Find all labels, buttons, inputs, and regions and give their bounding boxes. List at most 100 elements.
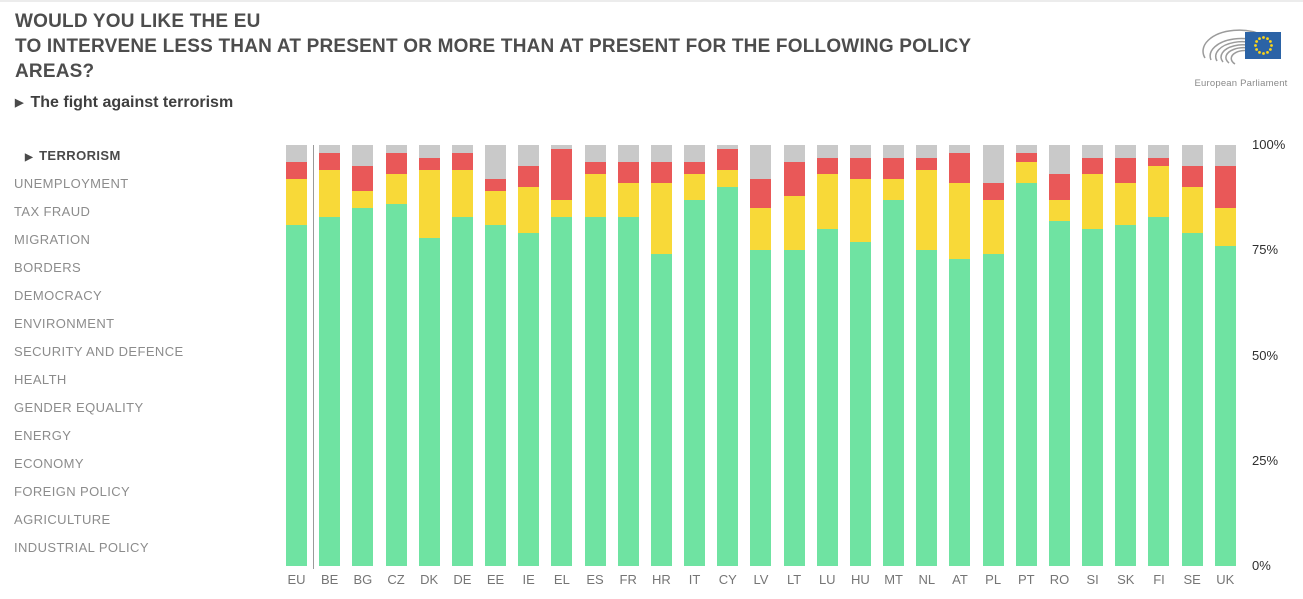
bar-segment-grey[interactable] bbox=[883, 145, 905, 158]
bar-segment-grey[interactable] bbox=[551, 145, 573, 150]
sidebar-item-health[interactable]: HEALTH bbox=[14, 366, 274, 394]
bar-dk[interactable] bbox=[418, 145, 440, 566]
bar-segment-yellow[interactable] bbox=[1115, 182, 1137, 225]
bar-segment-green[interactable] bbox=[1115, 225, 1137, 566]
sidebar-item-democracy[interactable]: DEMOCRACY bbox=[14, 282, 274, 310]
bar-segment-red[interactable] bbox=[717, 149, 739, 171]
bar-si[interactable] bbox=[1082, 145, 1104, 566]
bar-segment-red[interactable] bbox=[385, 153, 407, 175]
bar-segment-grey[interactable] bbox=[783, 145, 805, 162]
bar-segment-yellow[interactable] bbox=[684, 174, 706, 200]
bar-lv[interactable] bbox=[750, 145, 772, 566]
bar-segment-red[interactable] bbox=[1181, 166, 1203, 188]
bar-segment-green[interactable] bbox=[849, 241, 871, 566]
bar-segment-grey[interactable] bbox=[518, 145, 540, 167]
bar-segment-red[interactable] bbox=[1148, 157, 1170, 167]
bar-segment-yellow[interactable] bbox=[319, 170, 341, 217]
bar-segment-green[interactable] bbox=[1015, 182, 1037, 566]
bar-segment-yellow[interactable] bbox=[286, 178, 307, 225]
bar-segment-green[interactable] bbox=[518, 233, 540, 566]
bar-ie[interactable] bbox=[518, 145, 540, 566]
bar-segment-red[interactable] bbox=[352, 166, 374, 192]
bar-segment-green[interactable] bbox=[1181, 233, 1203, 566]
bar-segment-grey[interactable] bbox=[949, 145, 971, 154]
sidebar-item-economy[interactable]: ECONOMY bbox=[14, 450, 274, 478]
bar-mt[interactable] bbox=[883, 145, 905, 566]
sidebar-item-agriculture[interactable]: AGRICULTURE bbox=[14, 506, 274, 534]
sidebar-item-borders[interactable]: BORDERS bbox=[14, 254, 274, 282]
bar-segment-green[interactable] bbox=[949, 258, 971, 566]
bar-segment-green[interactable] bbox=[916, 250, 938, 566]
sidebar-item-industrial-policy[interactable]: INDUSTRIAL POLICY bbox=[14, 534, 274, 562]
bar-segment-green[interactable] bbox=[650, 254, 672, 566]
bar-segment-grey[interactable] bbox=[617, 145, 639, 162]
bar-segment-yellow[interactable] bbox=[982, 199, 1004, 255]
bar-segment-red[interactable] bbox=[684, 161, 706, 175]
bar-segment-grey[interactable] bbox=[717, 145, 739, 150]
bar-segment-green[interactable] bbox=[982, 254, 1004, 566]
bar-segment-yellow[interactable] bbox=[451, 170, 473, 217]
bar-fr[interactable] bbox=[617, 145, 639, 566]
bar-segment-yellow[interactable] bbox=[518, 187, 540, 234]
bar-segment-yellow[interactable] bbox=[783, 195, 805, 251]
bar-segment-grey[interactable] bbox=[1181, 145, 1203, 167]
bar-bg[interactable] bbox=[352, 145, 374, 566]
bar-segment-green[interactable] bbox=[1048, 220, 1070, 566]
bar-de[interactable] bbox=[451, 145, 473, 566]
bar-segment-red[interactable] bbox=[816, 157, 838, 175]
bar-segment-red[interactable] bbox=[319, 153, 341, 171]
bar-segment-red[interactable] bbox=[617, 161, 639, 183]
bar-segment-yellow[interactable] bbox=[352, 191, 374, 209]
bar-segment-yellow[interactable] bbox=[1214, 208, 1236, 247]
bar-segment-yellow[interactable] bbox=[1015, 161, 1037, 183]
bar-segment-yellow[interactable] bbox=[485, 191, 507, 225]
bar-segment-green[interactable] bbox=[1214, 246, 1236, 566]
bar-segment-grey[interactable] bbox=[1214, 145, 1236, 167]
bar-pt[interactable] bbox=[1015, 145, 1037, 566]
bar-uk[interactable] bbox=[1214, 145, 1236, 566]
bar-segment-red[interactable] bbox=[1015, 153, 1037, 162]
bar-segment-grey[interactable] bbox=[816, 145, 838, 158]
bar-segment-red[interactable] bbox=[451, 153, 473, 171]
bar-segment-grey[interactable] bbox=[750, 145, 772, 179]
bar-segment-yellow[interactable] bbox=[418, 170, 440, 238]
bar-segment-grey[interactable] bbox=[1015, 145, 1037, 154]
bar-se[interactable] bbox=[1181, 145, 1203, 566]
bar-segment-grey[interactable] bbox=[451, 145, 473, 154]
bar-segment-green[interactable] bbox=[551, 216, 573, 566]
bar-segment-yellow[interactable] bbox=[949, 182, 971, 259]
bar-segment-grey[interactable] bbox=[418, 145, 440, 158]
bar-segment-yellow[interactable] bbox=[849, 178, 871, 242]
bar-segment-yellow[interactable] bbox=[916, 170, 938, 251]
bar-fi[interactable] bbox=[1148, 145, 1170, 566]
chart-subtitle[interactable]: ▶ The fight against terrorism bbox=[15, 94, 233, 112]
bar-segment-yellow[interactable] bbox=[1148, 166, 1170, 217]
bar-it[interactable] bbox=[684, 145, 706, 566]
bar-segment-grey[interactable] bbox=[684, 145, 706, 162]
bar-segment-grey[interactable] bbox=[1082, 145, 1104, 158]
bar-segment-yellow[interactable] bbox=[617, 182, 639, 217]
bar-nl[interactable] bbox=[916, 145, 938, 566]
bar-segment-green[interactable] bbox=[1082, 229, 1104, 566]
bar-segment-yellow[interactable] bbox=[717, 170, 739, 188]
bar-segment-green[interactable] bbox=[319, 216, 341, 566]
bar-segment-green[interactable] bbox=[286, 225, 307, 566]
bar-segment-red[interactable] bbox=[949, 153, 971, 183]
bar-hr[interactable] bbox=[650, 145, 672, 566]
bar-segment-yellow[interactable] bbox=[1082, 174, 1104, 230]
bar-segment-red[interactable] bbox=[883, 157, 905, 179]
sidebar-item-energy[interactable]: ENERGY bbox=[14, 422, 274, 450]
bar-segment-green[interactable] bbox=[684, 199, 706, 566]
bar-segment-green[interactable] bbox=[816, 229, 838, 566]
bar-segment-green[interactable] bbox=[418, 237, 440, 566]
bar-segment-grey[interactable] bbox=[1048, 145, 1070, 175]
sidebar-item-unemployment[interactable]: UNEMPLOYMENT bbox=[14, 170, 274, 198]
bar-segment-grey[interactable] bbox=[385, 145, 407, 154]
bar-segment-red[interactable] bbox=[518, 166, 540, 188]
bar-segment-grey[interactable] bbox=[319, 145, 341, 154]
bar-segment-green[interactable] bbox=[750, 250, 772, 566]
bar-segment-grey[interactable] bbox=[916, 145, 938, 158]
bar-segment-grey[interactable] bbox=[584, 145, 606, 162]
bar-segment-yellow[interactable] bbox=[750, 208, 772, 251]
bar-segment-grey[interactable] bbox=[982, 145, 1004, 183]
